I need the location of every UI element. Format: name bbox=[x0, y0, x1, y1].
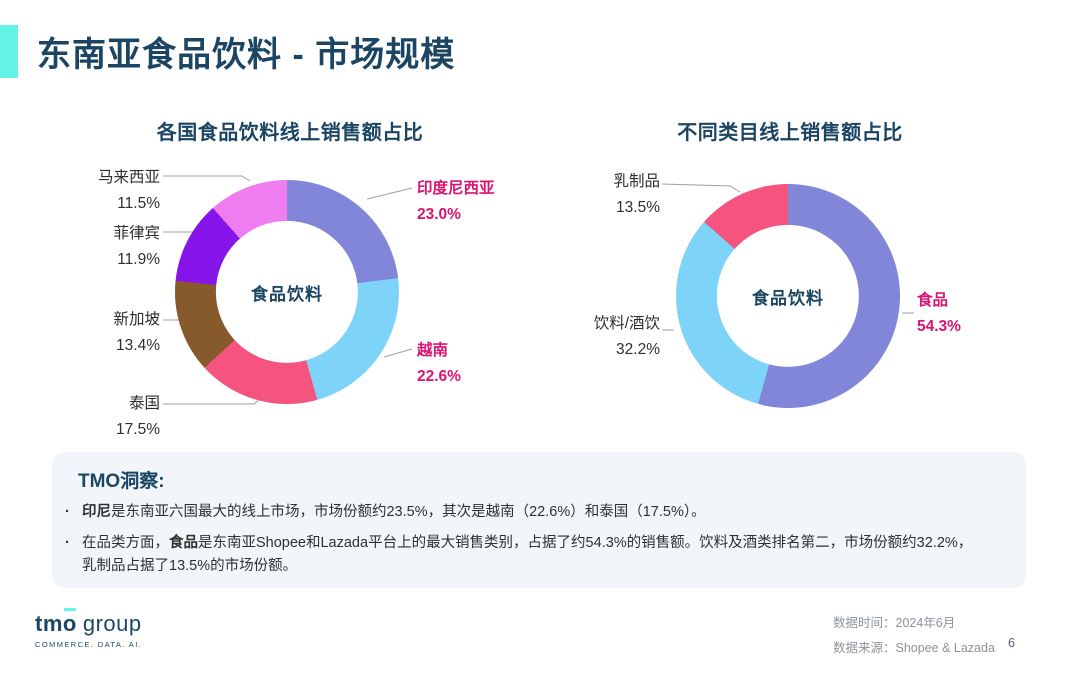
donut-hole: 食品饮料 bbox=[215, 220, 359, 364]
segment-name: 印度尼西亚 bbox=[417, 180, 495, 197]
insight-bullet: 在品类方面，食品是东南亚Shopee和Lazada平台上的最大销售类别，占据了约… bbox=[56, 532, 1026, 578]
segment-value: 11.9% bbox=[117, 250, 160, 268]
title-accent-bar bbox=[0, 25, 18, 78]
leader-line bbox=[383, 348, 413, 358]
data-time: 数据时间：2024年6月 bbox=[833, 616, 956, 630]
donut-chart-countries: 食品饮料 bbox=[175, 180, 399, 404]
segment-label-dairy: 乳制品 13.5% bbox=[560, 169, 660, 220]
segment-value: 13.5% bbox=[616, 198, 660, 216]
donut-center-label: 食品饮料 bbox=[751, 288, 824, 308]
logo-wordmark: tmo group bbox=[35, 611, 142, 637]
logo-text-o: o bbox=[62, 611, 77, 636]
logo-text-tm: tm bbox=[35, 611, 63, 636]
segment-value: 54.3% bbox=[917, 317, 961, 335]
segment-name: 泰国 bbox=[128, 395, 160, 412]
segment-label-singapore: 新加坡 13.4% bbox=[60, 307, 160, 358]
segment-name: 食品 bbox=[917, 292, 949, 309]
segment-name: 饮料/酒饮 bbox=[593, 315, 660, 332]
segment-name: 菲律宾 bbox=[113, 225, 160, 242]
segment-value: 13.4% bbox=[116, 336, 160, 354]
segment-label-food: 食品 54.3% bbox=[917, 288, 961, 339]
donut-center-label: 食品饮料 bbox=[250, 284, 323, 304]
segment-value: 11.5% bbox=[117, 194, 160, 212]
data-meta: 数据时间：2024年6月 数据来源：Shopee & Lazada bbox=[833, 611, 995, 661]
page-number: 6 bbox=[1008, 636, 1015, 650]
leader-line bbox=[366, 187, 413, 200]
segment-label-malaysia: 马来西亚 11.5% bbox=[60, 165, 160, 216]
segment-name: 乳制品 bbox=[613, 173, 660, 190]
segment-value: 23.0% bbox=[417, 205, 461, 223]
chart-title: 各国食品饮料线上销售额占比 bbox=[156, 122, 424, 144]
segment-value: 17.5% bbox=[116, 420, 160, 438]
tmo-group-logo: tmo group COMMERCE. DATA. AI. bbox=[35, 611, 142, 649]
insight-bullet: 印尼是东南亚六国最大的线上市场，市场份额约23.5%，其次是越南（22.6%）和… bbox=[56, 501, 1026, 524]
segment-label-philippines: 菲律宾 11.9% bbox=[60, 221, 160, 272]
segment-label-thailand: 泰国 17.5% bbox=[60, 391, 160, 442]
logo-text-group: group bbox=[82, 611, 142, 636]
category-share-chart: 不同类目线上销售额占比 食品饮料 乳制品 13.5% 饮料/酒饮 32.2% 食… bbox=[560, 108, 1020, 453]
insight-heading: TMO洞察: bbox=[78, 471, 165, 492]
segment-label-vietnam: 越南 22.6% bbox=[417, 338, 461, 389]
leader-line bbox=[661, 183, 741, 193]
insight-bullet-list: 印尼是东南亚六国最大的线上市场，市场份额约23.5%，其次是越南（22.6%）和… bbox=[56, 501, 1026, 579]
segment-name: 新加坡 bbox=[113, 311, 160, 328]
logo-tagline: COMMERCE. DATA. AI. bbox=[35, 640, 143, 649]
donut-chart-categories: 食品饮料 bbox=[676, 184, 900, 408]
leader-line bbox=[163, 396, 263, 405]
chart-title: 不同类目线上销售额占比 bbox=[677, 122, 903, 144]
segment-label-indonesia: 印度尼西亚 23.0% bbox=[417, 176, 495, 227]
insight-box: TMO洞察: 印尼是东南亚六国最大的线上市场，市场份额约23.5%，其次是越南（… bbox=[52, 452, 1026, 588]
segment-label-beverage: 饮料/酒饮 32.2% bbox=[560, 311, 660, 362]
data-source: 数据来源：Shopee & Lazada bbox=[833, 641, 995, 655]
leader-line bbox=[163, 175, 251, 182]
segment-value: 22.6% bbox=[417, 367, 461, 385]
donut-hole: 食品饮料 bbox=[716, 224, 860, 368]
segment-value: 32.2% bbox=[616, 340, 660, 358]
segment-name: 越南 bbox=[417, 342, 449, 359]
country-share-chart: 各国食品饮料线上销售额占比 食品饮料 马来西亚 11.5% 菲律宾 11.9% … bbox=[60, 108, 520, 453]
page-title: 东南亚食品饮料 - 市场规模 bbox=[37, 36, 456, 74]
segment-name: 马来西亚 bbox=[97, 169, 160, 186]
